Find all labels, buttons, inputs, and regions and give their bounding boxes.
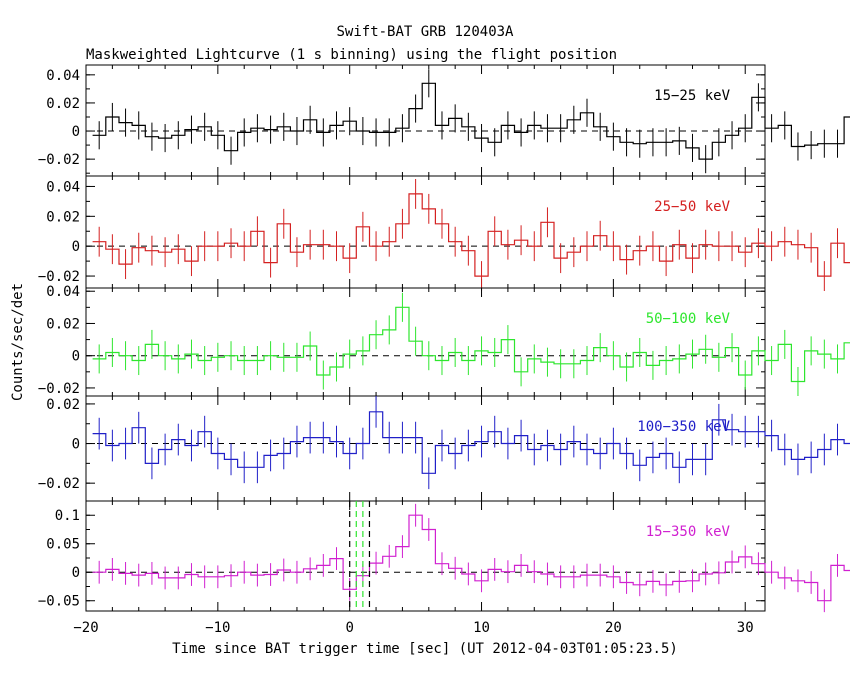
- x-tick-label: 10: [473, 620, 490, 636]
- y-tick-label: 0: [72, 124, 80, 140]
- y-tick-label: 0: [72, 239, 80, 255]
- band-label: 100−350 keV: [637, 419, 730, 435]
- chart-title: Swift-BAT GRB 120403A: [336, 24, 514, 40]
- x-tick-label: −20: [73, 620, 98, 636]
- panel-frame: [85, 287, 766, 397]
- y-tick-label: −0.02: [38, 381, 80, 397]
- y-tick-label: 0: [72, 565, 80, 581]
- y-tick-label: 0.05: [46, 537, 80, 553]
- y-tick-label: 0.02: [46, 96, 80, 112]
- panel-frame: [85, 395, 766, 502]
- panel-frame: [85, 500, 766, 612]
- y-tick-label: 0.04: [46, 284, 80, 300]
- x-axis-label: Time since BAT trigger time [sec] (UT 20…: [172, 641, 678, 657]
- panel-frame: [85, 64, 766, 177]
- band-label: 15−25 keV: [654, 88, 730, 104]
- y-tick-label: 0.02: [46, 397, 80, 413]
- y-tick-label: −0.02: [38, 476, 80, 492]
- lightcurve-step: [92, 514, 850, 602]
- band-label: 15−350 keV: [646, 524, 731, 540]
- lightcurve-step: [92, 82, 850, 160]
- y-tick-label: 0: [72, 437, 80, 453]
- panel-frame: [85, 175, 766, 289]
- lightcurve-step: [92, 411, 850, 474]
- y-tick-label: 0.02: [46, 316, 80, 332]
- x-tick-label: 0: [345, 620, 353, 636]
- y-tick-label: −0.05: [38, 594, 80, 610]
- y-tick-label: 0: [72, 349, 80, 365]
- panels-group: −0.02 0 0.02 0.04 15−25 keV −0.02 0 0.02 0.04 25−…: [38, 64, 850, 636]
- panel-2: −0.02 0 0.02 0.04 25−50 keV: [38, 175, 850, 291]
- x-tick-label: 30: [737, 620, 754, 636]
- chart-subtitle: Maskweighted Lightcurve (1 s binning) us…: [86, 47, 617, 63]
- lightcurve-step: [92, 193, 850, 277]
- lightcurve-step: [92, 306, 850, 383]
- panel-3: −0.02 0 0.02 0.04 50−100 keV: [38, 284, 850, 397]
- band-label: 25−50 keV: [654, 199, 730, 215]
- x-tick-label: 20: [605, 620, 622, 636]
- y-tick-label: 0.04: [46, 179, 80, 195]
- y-axis-label: Counts/sec/det: [10, 283, 26, 401]
- y-tick-label: −0.02: [38, 152, 80, 168]
- panel-4: −0.02 0 0.02 100−350 keV: [38, 395, 850, 502]
- panel-5: −0.05 0 0.05 0.1 15−350 keV −20 −10 0 10 20 30: [38, 500, 850, 636]
- band-label: 50−100 keV: [646, 311, 731, 327]
- y-tick-label: −0.02: [38, 269, 80, 285]
- y-tick-label: 0.04: [46, 68, 80, 84]
- y-tick-label: 0.1: [55, 508, 80, 524]
- y-tick-label: 0.02: [46, 209, 80, 225]
- panel-1: −0.02 0 0.02 0.04 15−25 keV: [38, 64, 850, 177]
- x-tick-label: −10: [205, 620, 230, 636]
